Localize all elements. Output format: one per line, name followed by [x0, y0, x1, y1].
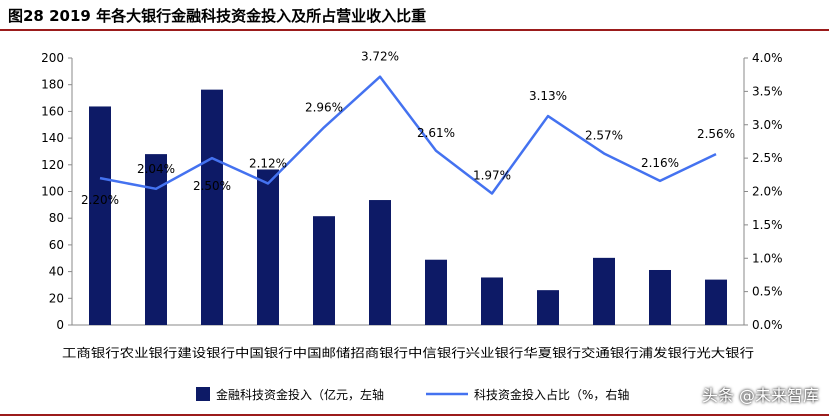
right-tick-label: 0.0% — [752, 318, 783, 332]
bar-7 — [481, 277, 503, 325]
left-tick-label: 180 — [41, 78, 64, 92]
bar-6 — [425, 259, 447, 325]
line-data-label-5: 3.72% — [361, 50, 399, 64]
right-tick-label: 3.0% — [752, 118, 783, 132]
right-tick-label: 1.5% — [752, 218, 783, 232]
right-tick-label: 3.5% — [752, 84, 783, 98]
watermark: 头条 @未来智库 — [701, 386, 819, 405]
line-data-label-6: 2.61% — [417, 126, 455, 140]
bar-3 — [257, 169, 279, 325]
left-tick-label: 60 — [49, 238, 64, 252]
legend-line-label: 科技资金投入占比（%，右轴 — [474, 387, 629, 402]
bar-9 — [593, 257, 615, 325]
ratio-line — [99, 75, 717, 195]
left-tick-label: 20 — [49, 291, 64, 305]
line-data-label-9: 2.57% — [585, 128, 623, 142]
bar-5 — [369, 200, 391, 325]
bar-2 — [201, 89, 223, 326]
bottom-divider — [0, 414, 829, 416]
left-tick-label: 160 — [41, 104, 64, 118]
line-data-label-10: 2.16% — [641, 156, 679, 170]
right-tick-label: 4.0% — [752, 51, 783, 65]
left-tick-label: 0 — [56, 318, 64, 332]
line-data-label-2: 2.50% — [193, 179, 231, 193]
right-tick-label: 0.5% — [752, 285, 783, 299]
right-tick-label: 1.0% — [752, 251, 783, 265]
line-data-label-8: 3.13% — [529, 89, 567, 103]
right-tick-label: 2.5% — [752, 151, 783, 165]
bar-8 — [537, 290, 559, 325]
left-tick-label: 40 — [49, 265, 64, 279]
title-divider — [0, 29, 829, 31]
line-data-label-7: 1.97% — [473, 169, 511, 183]
bar-0 — [89, 106, 111, 325]
line-data-label-3: 2.12% — [249, 156, 287, 170]
legend-bar-swatch — [196, 387, 210, 401]
line-data-label-4: 2.96% — [305, 100, 343, 114]
figure-title: 图28 2019 年各大银行金融科技资金投入及所占营业收入比重 — [8, 7, 427, 25]
left-tick-label: 80 — [49, 211, 64, 225]
line-data-label-11: 2.56% — [697, 127, 735, 141]
bar-11 — [705, 279, 727, 325]
right-tick-label: 2.0% — [752, 185, 783, 199]
category-axis-labels: 工商银行农业银行建设银行中国银行中国邮储招商银行中信银行兴业银行华夏银行交通银行… — [62, 345, 754, 360]
left-tick-label: 140 — [41, 131, 64, 145]
line-data-label-1: 2.04% — [137, 162, 175, 176]
left-tick-label: 200 — [41, 51, 64, 65]
left-tick-label: 120 — [41, 158, 64, 172]
legend-bar-label: 金融科技资金投入（亿元，左轴 — [216, 387, 384, 402]
bar-4 — [313, 216, 335, 325]
bar-1 — [145, 154, 167, 325]
left-tick-label: 100 — [41, 185, 64, 199]
line-data-label-0: 2.20% — [81, 193, 119, 207]
bar-10 — [649, 269, 671, 325]
